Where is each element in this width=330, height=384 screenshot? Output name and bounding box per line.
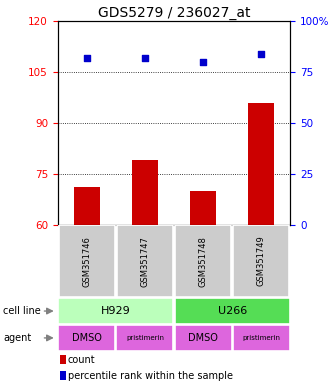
Bar — [233, 325, 290, 351]
Text: GSM351747: GSM351747 — [141, 236, 149, 286]
Point — [259, 51, 264, 57]
Text: DMSO: DMSO — [188, 333, 218, 343]
Text: H929: H929 — [101, 306, 131, 316]
Text: cell line: cell line — [3, 306, 41, 316]
Text: pristimerin: pristimerin — [126, 335, 164, 341]
Bar — [116, 325, 174, 351]
Text: agent: agent — [3, 333, 32, 343]
Text: GSM351748: GSM351748 — [199, 236, 208, 286]
Bar — [59, 225, 115, 297]
Bar — [175, 298, 290, 324]
Bar — [175, 225, 231, 297]
Bar — [74, 187, 100, 384]
Point — [142, 55, 148, 61]
Text: pristimerin: pristimerin — [242, 335, 280, 341]
Bar — [58, 298, 174, 324]
Bar — [58, 325, 115, 351]
Text: DMSO: DMSO — [72, 333, 102, 343]
Point — [84, 55, 89, 61]
Text: GSM351749: GSM351749 — [257, 236, 266, 286]
Bar — [175, 325, 232, 351]
Title: GDS5279 / 236027_at: GDS5279 / 236027_at — [98, 6, 250, 20]
Text: percentile rank within the sample: percentile rank within the sample — [68, 371, 233, 381]
Text: U266: U266 — [217, 306, 247, 316]
Bar — [248, 103, 275, 384]
Bar — [60, 371, 66, 380]
Text: GSM351746: GSM351746 — [82, 236, 91, 286]
Bar — [132, 160, 158, 384]
Point — [201, 59, 206, 65]
Bar — [117, 225, 173, 297]
Bar — [190, 191, 216, 384]
Text: count: count — [68, 355, 95, 365]
Bar — [233, 225, 289, 297]
Bar — [60, 355, 66, 364]
